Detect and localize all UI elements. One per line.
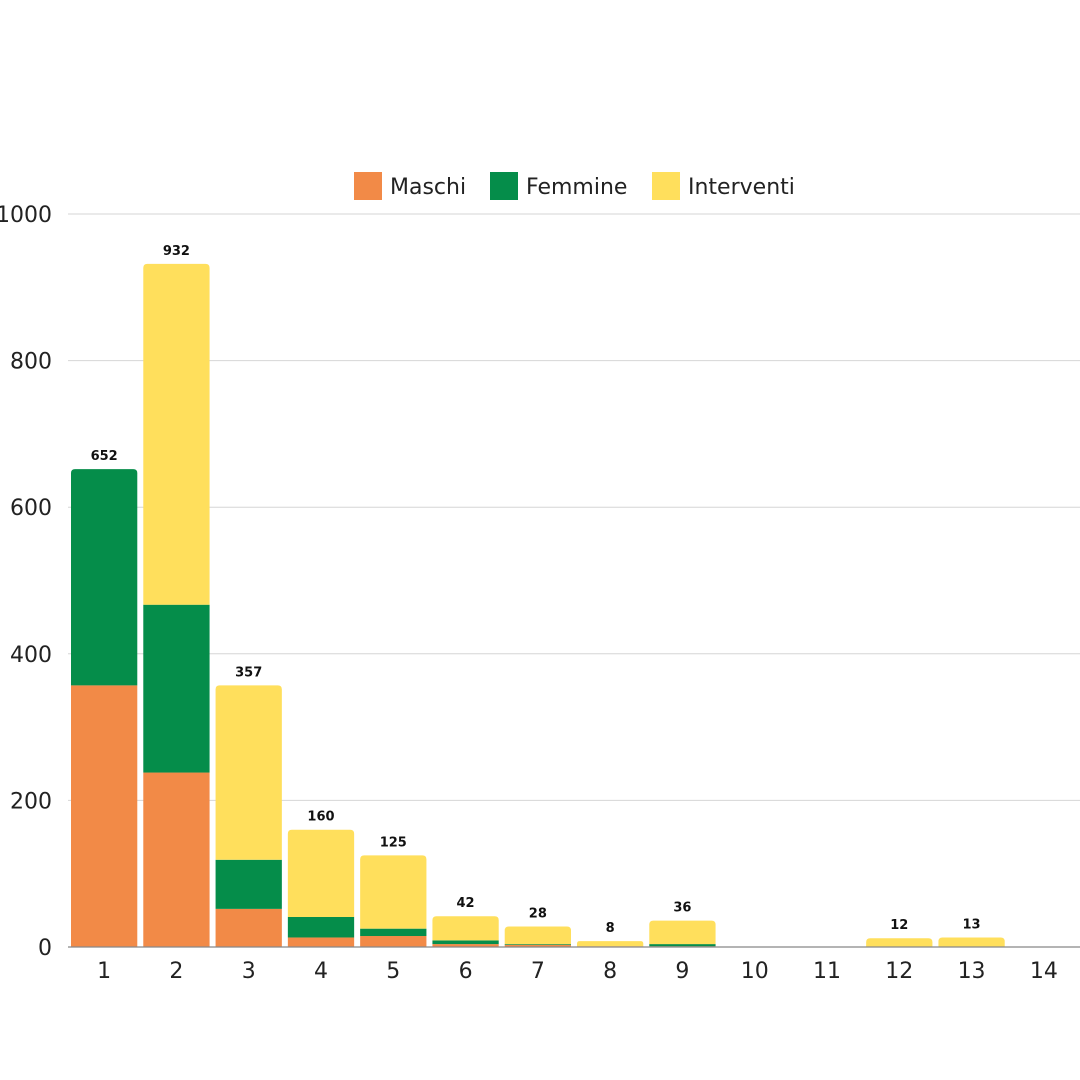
bar-femmine-9	[649, 944, 716, 947]
bar-femmine-1	[71, 469, 138, 686]
y-tick-label: 200	[10, 789, 52, 814]
y-tick-label: 1000	[0, 203, 52, 228]
x-tick-label: 3	[242, 959, 256, 984]
total-label-12: 12	[890, 918, 908, 933]
total-label-4: 160	[307, 810, 334, 825]
bar-interventi-13	[938, 937, 1005, 947]
total-label-5: 125	[380, 835, 407, 850]
bar-interventi-8	[577, 941, 644, 947]
bar-maschi-7	[504, 944, 571, 947]
bar-femmine-5	[360, 928, 427, 937]
y-axis-ticks: 0 200 400 600 800 1000	[0, 203, 52, 961]
bar-femmine-4	[287, 916, 355, 938]
total-label-9: 36	[673, 901, 691, 916]
gridlines	[68, 213, 1080, 801]
y-tick-label: 600	[10, 496, 52, 521]
total-label-1: 652	[91, 449, 118, 464]
bar-interventi-7	[504, 926, 571, 945]
legend-swatch-interventi	[652, 172, 680, 200]
total-label-6: 42	[457, 896, 475, 911]
total-label-8: 8	[606, 921, 615, 936]
x-tick-label: 6	[459, 959, 473, 984]
x-tick-label: 1	[97, 959, 111, 984]
bar-interventi-4	[287, 829, 355, 917]
x-tick-label: 11	[813, 959, 841, 984]
bar-maschi-1	[71, 685, 138, 947]
x-tick-label: 12	[885, 959, 913, 984]
y-tick-label: 400	[10, 643, 52, 668]
y-tick-label: 0	[38, 936, 52, 961]
x-tick-label: 2	[169, 959, 183, 984]
y-tick-label: 800	[10, 350, 52, 375]
legend-swatch-maschi	[354, 172, 382, 200]
bar-maschi-5	[360, 936, 427, 947]
bar-femmine-3	[215, 859, 282, 909]
x-tick-label: 8	[603, 959, 617, 984]
bar-interventi-2	[143, 263, 210, 605]
x-tick-label: 5	[386, 959, 400, 984]
legend-swatch-femmine	[490, 172, 518, 200]
bar-total-labels: 652 932 357 160 125 42 28 8 36 12 13	[91, 244, 981, 936]
bar-interventi-9	[649, 920, 716, 945]
total-label-7: 28	[529, 906, 547, 921]
bars	[71, 263, 1005, 947]
x-tick-label: 7	[531, 959, 545, 984]
total-label-13: 13	[963, 917, 981, 932]
x-tick-label: 9	[675, 959, 689, 984]
bar-maschi-4	[287, 937, 355, 947]
bar-femmine-2	[143, 604, 210, 773]
bar-femmine-7	[504, 944, 571, 945]
bar-interventi-3	[215, 685, 282, 860]
bar-maschi-6	[432, 944, 499, 947]
bar-interventi-12	[866, 938, 933, 947]
x-tick-label: 4	[314, 959, 328, 984]
bar-femmine-6	[432, 940, 499, 945]
bar-interventi-5	[360, 855, 427, 929]
bar-interventi-6	[432, 916, 499, 941]
legend-label-femmine: Femmine	[526, 175, 627, 200]
bar-maschi-2	[143, 772, 210, 947]
legend-label-interventi: Interventi	[688, 175, 795, 200]
x-axis-ticks: 1 2 3 4 5 6 7 8 9 10 11 12 13 14	[97, 959, 1058, 984]
x-tick-label: 13	[958, 959, 986, 984]
bar-maschi-3	[215, 908, 282, 947]
total-label-2: 932	[163, 244, 190, 259]
x-tick-label: 10	[741, 959, 769, 984]
legend: Maschi Femmine Interventi	[354, 172, 795, 200]
x-tick-label: 14	[1030, 959, 1058, 984]
legend-label-maschi: Maschi	[390, 175, 466, 200]
total-label-3: 357	[235, 665, 262, 680]
